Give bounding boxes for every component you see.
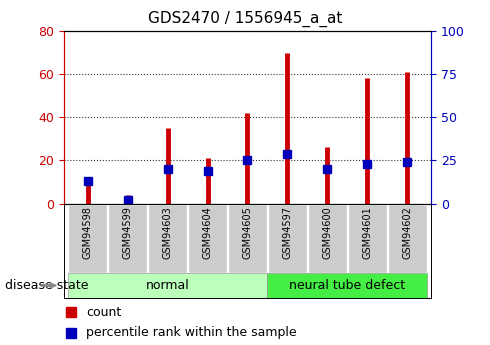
Text: GSM94601: GSM94601: [362, 206, 372, 259]
Bar: [188, 204, 227, 273]
Text: neural tube defect: neural tube defect: [289, 279, 405, 292]
Text: GSM94604: GSM94604: [202, 206, 213, 259]
Bar: [228, 204, 267, 273]
Bar: [268, 204, 307, 273]
Text: percentile rank within the sample: percentile rank within the sample: [86, 326, 296, 339]
Text: disease state: disease state: [5, 279, 88, 292]
Bar: [308, 204, 347, 273]
Bar: [388, 204, 427, 273]
Text: GSM94599: GSM94599: [122, 206, 133, 259]
Text: normal: normal: [146, 279, 190, 292]
Bar: [348, 204, 387, 273]
Text: GSM94600: GSM94600: [322, 206, 332, 259]
Text: GDS2470 / 1556945_a_at: GDS2470 / 1556945_a_at: [148, 10, 342, 27]
Bar: [68, 204, 107, 273]
Text: GSM94597: GSM94597: [282, 206, 293, 259]
Text: count: count: [86, 306, 121, 319]
Text: GSM94603: GSM94603: [163, 206, 172, 259]
Bar: [108, 204, 147, 273]
Text: GSM94598: GSM94598: [83, 206, 93, 259]
Text: GSM94602: GSM94602: [402, 206, 412, 259]
Text: GSM94605: GSM94605: [243, 206, 252, 259]
Bar: [268, 273, 427, 298]
Bar: [68, 273, 268, 298]
Bar: [148, 204, 187, 273]
